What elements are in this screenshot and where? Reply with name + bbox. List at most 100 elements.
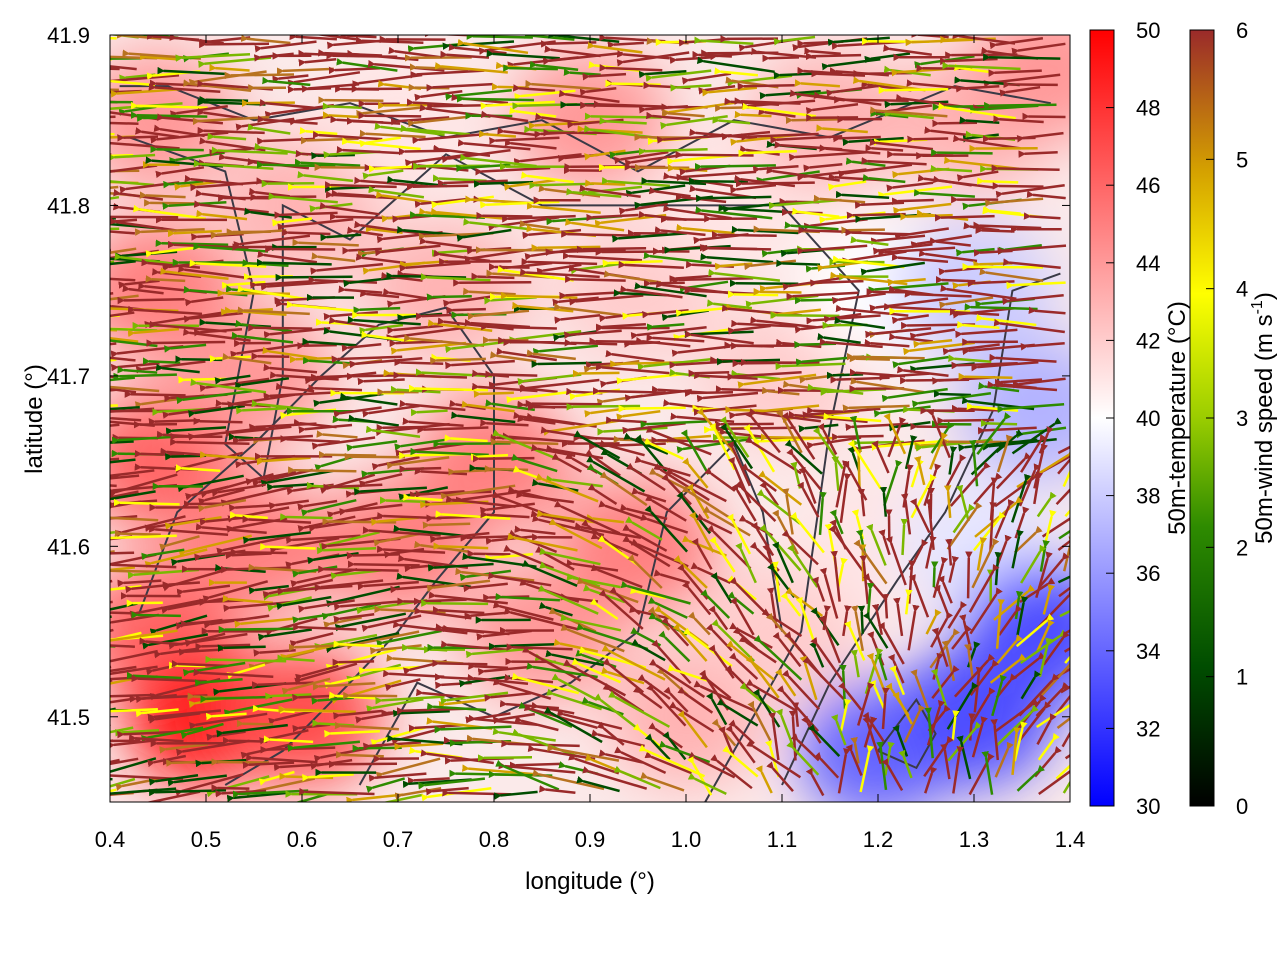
wind-vector (110, 247, 137, 254)
wind-vector (352, 744, 402, 753)
wind-vector (142, 357, 181, 365)
wind-vector (931, 148, 993, 157)
wind-vector (300, 136, 359, 145)
wind-vector (263, 391, 340, 400)
wind-vector (587, 41, 643, 54)
wind-vector (459, 153, 537, 168)
wind-vector (457, 38, 529, 55)
wind-vector (942, 343, 1000, 356)
wind-vector (893, 202, 952, 215)
wind-vector (562, 252, 643, 262)
wind-vector (260, 280, 339, 291)
wind-vector (794, 341, 837, 349)
wind-vector (832, 433, 884, 441)
wind-vector (110, 665, 112, 669)
wind-vector (519, 268, 600, 279)
wind-vector (433, 249, 491, 263)
wind-vector (475, 166, 551, 176)
wind-vector (426, 82, 493, 92)
wind-vector (114, 252, 179, 266)
wind-vector (110, 121, 139, 125)
wind-vector (988, 69, 1042, 77)
wind-vector (222, 736, 268, 745)
wind-vector (625, 184, 686, 198)
wind-vector (110, 615, 112, 619)
wind-vector (325, 190, 397, 200)
wind-vector (932, 119, 978, 128)
wind-vector (891, 197, 934, 206)
colorbar-tick-label: 48 (1136, 96, 1160, 121)
wind-vector (461, 400, 515, 413)
wind-vector (453, 279, 532, 287)
wind-vector (827, 180, 867, 191)
wind-vector (394, 358, 444, 367)
wind-vector (879, 372, 930, 381)
wind-vector (110, 385, 160, 393)
wind-vector (251, 399, 314, 412)
wind-vector (929, 237, 971, 247)
wind-vector (756, 170, 820, 185)
wind-vector (148, 83, 221, 94)
wind-vector (497, 336, 577, 346)
y-axis-label: latitude (°) (21, 364, 48, 474)
wind-vector (561, 230, 641, 238)
wind-vector (262, 76, 311, 87)
wind-vector (592, 387, 666, 395)
wind-vector (696, 56, 775, 74)
wind-vector (861, 157, 927, 166)
wind-vector (318, 96, 384, 104)
wind-vector (976, 314, 1037, 327)
wind-vector (308, 384, 363, 392)
wind-vector (356, 106, 421, 118)
wind-vector (110, 506, 111, 510)
wind-vector (275, 273, 353, 282)
wind-vector (150, 145, 204, 154)
wind-vector (702, 244, 772, 252)
wind-vector (148, 418, 200, 426)
wind-vector (992, 182, 1044, 190)
wind-vector (347, 315, 421, 326)
wind-vector (311, 252, 356, 263)
wind-vector (662, 101, 736, 117)
wind-vector (566, 403, 641, 411)
wind-vector (196, 209, 248, 221)
colorbar-tick-label: 6 (1236, 18, 1248, 43)
wind-vector (413, 597, 467, 606)
wind-vector (222, 352, 272, 365)
wind-vector (930, 561, 939, 588)
wind-vector (648, 186, 691, 198)
wind-vector (110, 280, 111, 282)
wind-vector (110, 404, 118, 407)
wind-vector (525, 399, 602, 408)
wind-vector (289, 355, 332, 364)
wind-vector (620, 285, 683, 299)
wind-vector (737, 82, 795, 91)
wind-vector (210, 228, 287, 239)
wind-vector (481, 322, 557, 331)
wind-vector (274, 211, 338, 219)
wind-vector (110, 342, 117, 346)
wind-vector (480, 100, 555, 110)
wind-vector (177, 265, 252, 280)
wind-vector (478, 130, 516, 138)
wind-vector (406, 183, 469, 191)
wind-vector (638, 147, 708, 156)
wind-vector (331, 355, 403, 363)
wind-colorbar-label-main: 50m-wind speed (m s (1251, 314, 1278, 543)
wind-vector (545, 248, 626, 257)
wind-vector (940, 284, 1017, 300)
wind-vector (576, 245, 647, 254)
wind-vector (884, 109, 934, 120)
wind-vector (110, 328, 118, 332)
wind-vector (911, 392, 992, 408)
y-tick-label: 41.8 (47, 193, 90, 218)
wind-vector (169, 35, 224, 45)
wind-vector (497, 127, 537, 137)
wind-vector (110, 277, 136, 282)
wind-vector (638, 70, 687, 79)
wind-vector (596, 322, 646, 332)
wind-colorbar-label-sup: -1 (1249, 300, 1266, 314)
x-tick-label: 0.4 (95, 827, 126, 852)
wind-vector (846, 211, 906, 220)
wind-vector (865, 144, 904, 152)
